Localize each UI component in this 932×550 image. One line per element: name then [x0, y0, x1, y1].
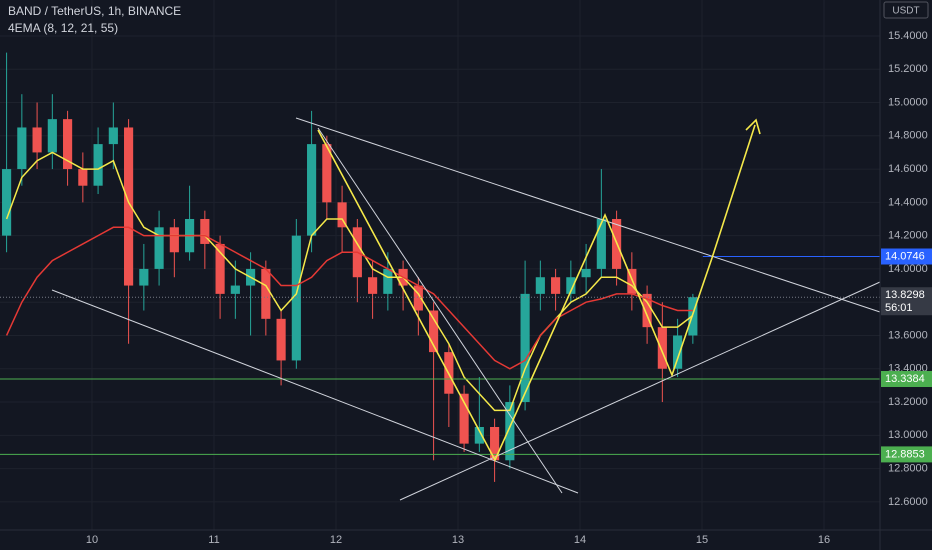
candle-body: [2, 169, 12, 236]
y-tick-label: 12.8000: [888, 463, 928, 475]
last-price-label: 13.8298: [885, 289, 925, 301]
candle-body: [657, 327, 667, 369]
candle-body: [596, 218, 606, 269]
price-label-box: [881, 446, 932, 463]
candle-body: [474, 426, 484, 444]
x-tick-label: 13: [452, 534, 464, 546]
candle-body: [459, 393, 469, 444]
y-tick-label: 15.2000: [888, 63, 928, 75]
y-tick-label: 14.2000: [888, 230, 928, 242]
candle-body: [276, 318, 286, 361]
candle-body: [230, 285, 240, 294]
plot: [0, 52, 880, 482]
candle-body: [169, 227, 179, 253]
candle-body: [154, 227, 164, 269]
y-tick-label: 13.2000: [888, 396, 928, 408]
trend-line: [295, 117, 881, 313]
y-tick-label: 14.4000: [888, 196, 928, 208]
y-tick-label: 13.0000: [888, 429, 928, 441]
last-price-box: [881, 287, 932, 316]
arrow-head: [745, 118, 761, 135]
currency-box[interactable]: [883, 1, 929, 19]
candle-body: [551, 277, 561, 294]
y-tick-label: 15.4000: [888, 30, 928, 42]
candle-body: [413, 285, 423, 311]
indicator-label: 4EMA (8, 12, 21, 55): [8, 21, 118, 35]
countdown-label: 56:01: [885, 302, 913, 314]
symbol-title: BAND / TetherUS, 1h, BINANCE: [8, 4, 181, 18]
x-tick-label: 11: [208, 534, 219, 546]
candle-body: [17, 127, 27, 170]
y-tick-label: 14.8000: [888, 130, 928, 142]
y-tick-label: 13.6000: [888, 329, 928, 341]
y-tick-label: 15.0000: [888, 96, 928, 108]
drawings: [51, 117, 881, 501]
y-tick-label: 14.6000: [888, 163, 928, 175]
candle-body: [215, 243, 225, 294]
candle-body: [337, 202, 347, 228]
candle-body: [642, 293, 652, 328]
candle-body: [627, 268, 637, 294]
candle-body: [673, 335, 683, 369]
ema-line: [5, 151, 694, 412]
candle-body: [505, 402, 515, 461]
candle-body: [108, 127, 118, 145]
candle-body: [124, 127, 134, 286]
price-label-box: [881, 248, 932, 265]
labels: 12.600012.800013.000013.200013.400013.60…: [86, 30, 932, 546]
zigzag: [317, 124, 756, 462]
x-tick-label: 16: [818, 534, 830, 546]
candle-body: [322, 144, 332, 203]
candle-body: [47, 119, 57, 153]
candle-body: [32, 127, 42, 153]
candle-body: [78, 169, 88, 186]
candle-body: [566, 277, 576, 294]
y-tick-label: 12.6000: [888, 496, 928, 508]
currency-label[interactable]: USDT: [892, 6, 919, 17]
y-tick-label: 14.0000: [888, 263, 928, 275]
candle-body: [581, 268, 591, 278]
price-label: 14.0746: [885, 250, 925, 262]
candle-body: [535, 277, 545, 294]
x-tick-label: 10: [86, 534, 98, 546]
candle-body: [291, 235, 301, 361]
trend-line: [399, 281, 881, 501]
candle-body: [63, 119, 73, 170]
ema-line: [5, 226, 693, 370]
candle-body: [368, 277, 378, 294]
candle-body: [307, 144, 317, 236]
price-label: 13.3384: [885, 373, 925, 385]
trend-line: [317, 127, 563, 494]
candle-body: [429, 310, 439, 353]
candle-body: [520, 293, 530, 403]
candle-body: [139, 268, 149, 286]
candle-body: [93, 144, 103, 186]
candle-body: [261, 268, 271, 319]
x-tick-label: 14: [574, 534, 586, 546]
x-tick-label: 15: [696, 534, 708, 546]
price-label: 12.8853: [885, 448, 925, 460]
price-label-box: [881, 371, 932, 388]
candle-body: [200, 218, 210, 244]
candle-body: [383, 268, 393, 294]
candle-body: [490, 426, 500, 461]
x-tick-label: 12: [330, 534, 342, 546]
